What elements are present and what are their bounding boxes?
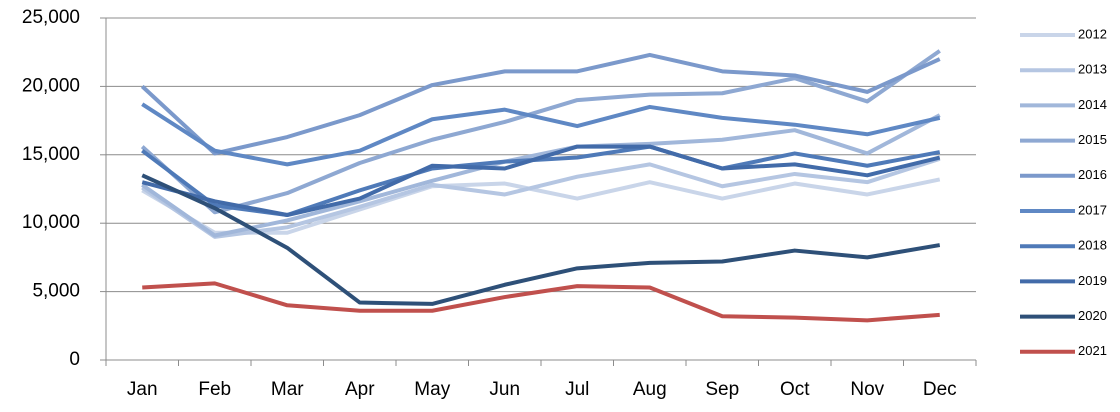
x-tick-label: Mar (271, 379, 304, 400)
line (142, 281, 940, 323)
x-tick-label: Nov (850, 379, 884, 400)
legend-label: 2018 (1078, 238, 1107, 253)
y-tick-label: 5,000 (32, 281, 80, 302)
x-tick-label: May (414, 379, 450, 400)
line (141, 177, 941, 235)
legend-label: 2016 (1078, 167, 1107, 182)
x-tick-label: Dec (923, 379, 957, 400)
legend-label: 2021 (1078, 343, 1107, 358)
x-tick-label: Aug (633, 379, 667, 400)
x-tick-label: Jul (565, 379, 589, 400)
x-tick-label: Jun (489, 379, 520, 400)
y-tick-label: 20,000 (22, 75, 80, 96)
legend-label: 2012 (1078, 26, 1107, 41)
line (140, 49, 941, 215)
x-tick-label: Sep (705, 379, 739, 400)
line (141, 113, 941, 238)
x-tick-label: Apr (345, 379, 375, 400)
legend-label: 2013 (1078, 62, 1107, 77)
y-tick-label: 25,000 (22, 7, 80, 28)
line (141, 144, 941, 217)
legend-label: 2014 (1078, 97, 1107, 112)
x-tick-label: Feb (198, 379, 231, 400)
line (140, 52, 941, 156)
y-tick-label: 10,000 (22, 212, 80, 233)
x-tick-label: Oct (780, 379, 810, 400)
y-tick-label: 15,000 (22, 144, 80, 165)
line (141, 156, 941, 239)
y-tick-label: 0 (69, 349, 80, 370)
legend-label: 2015 (1078, 132, 1107, 147)
x-tick-label: Jan (127, 379, 158, 400)
legend-label: 2020 (1078, 308, 1107, 323)
line (141, 173, 941, 306)
legend-label: 2017 (1078, 202, 1107, 217)
legend-label: 2019 (1078, 273, 1107, 288)
line (141, 102, 941, 167)
